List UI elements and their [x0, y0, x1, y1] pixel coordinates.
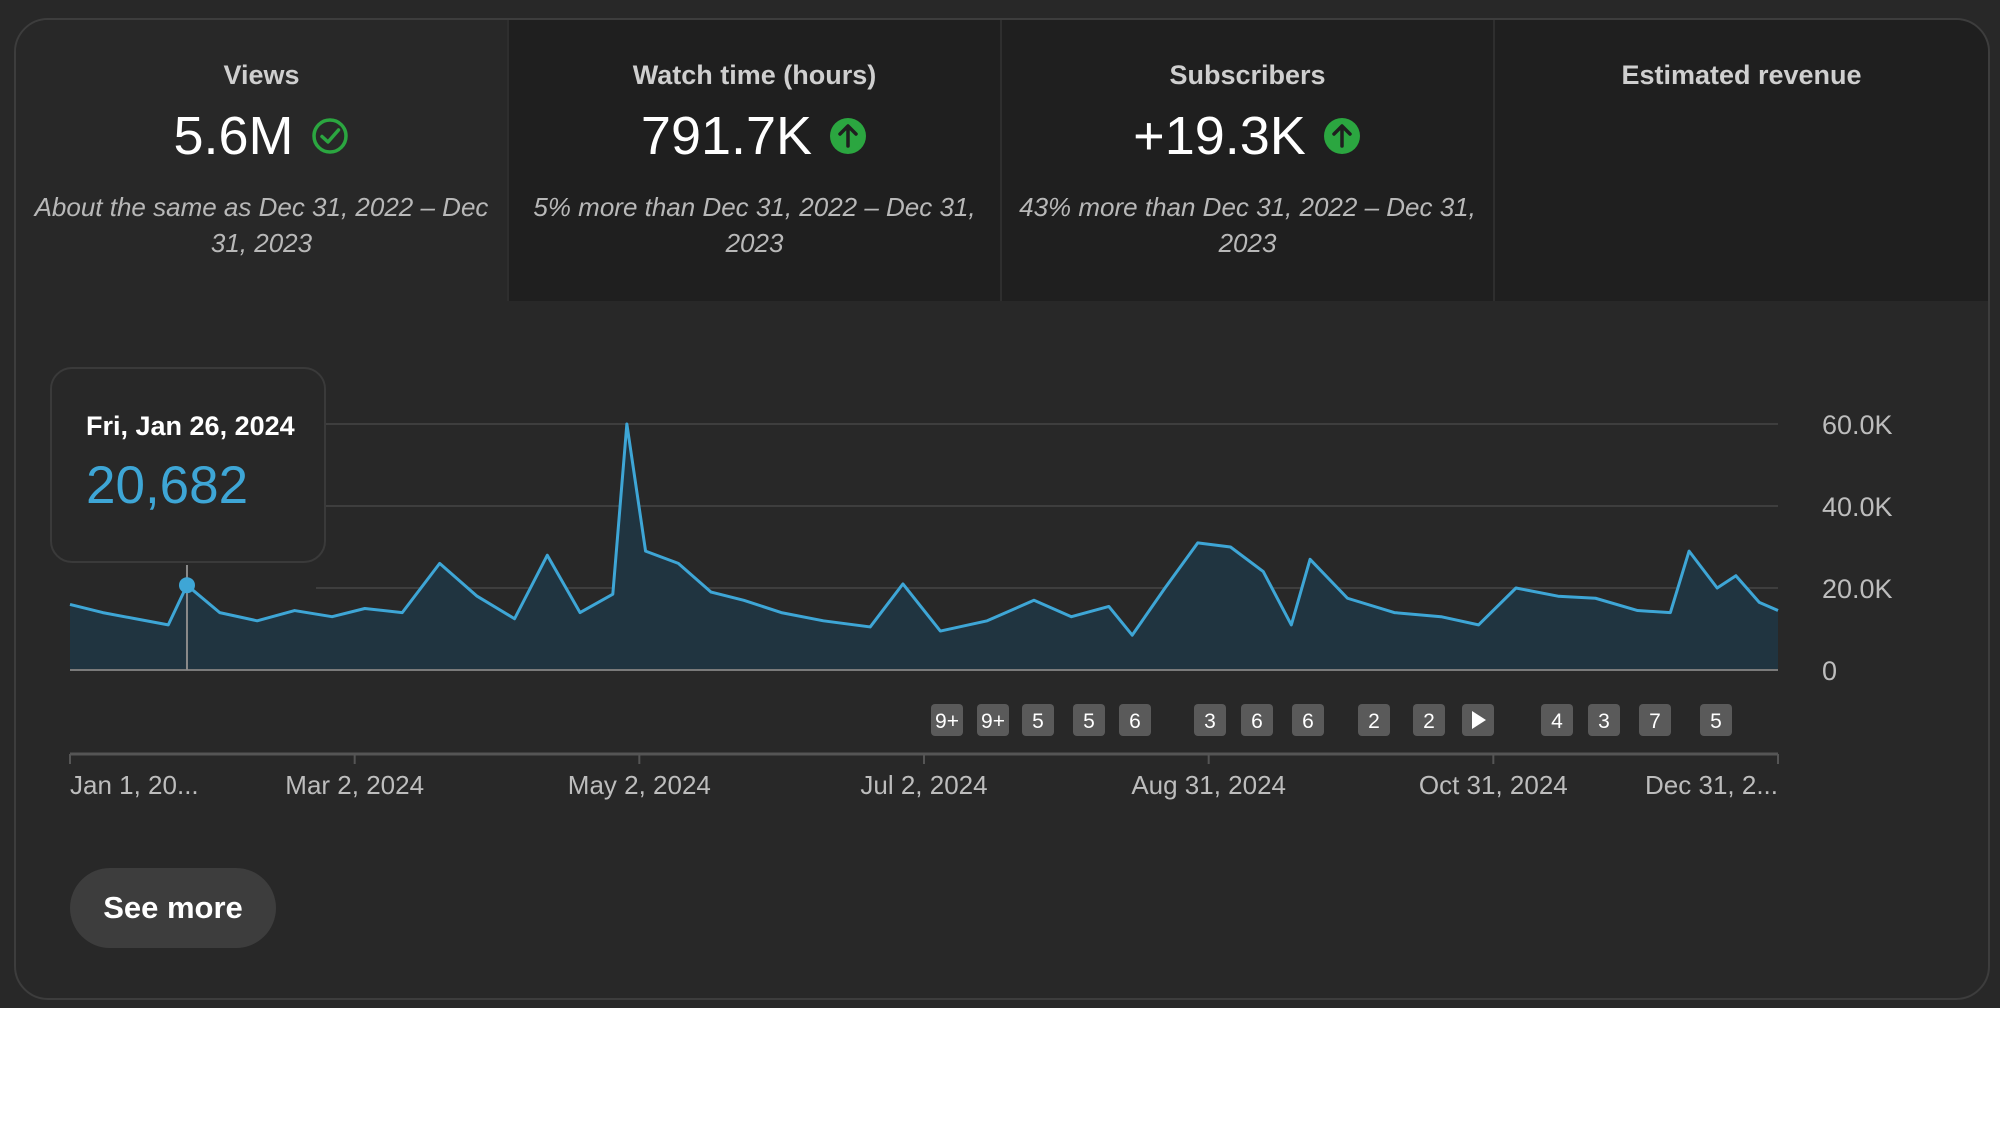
video-marker — [1700, 704, 1732, 736]
metric-value: 5.6M — [173, 106, 294, 166]
metric-comparison: 5% more than Dec 31, 2022 – Dec 31, 2023 — [533, 192, 976, 258]
y-tick-label: 0 — [1822, 656, 1837, 686]
y-tick-label: 40.0K — [1822, 492, 1893, 522]
video-marker-label: 9+ — [935, 710, 959, 733]
video-marker-label: 2 — [1423, 710, 1435, 733]
video-marker — [1541, 704, 1573, 736]
video-marker — [1413, 704, 1445, 736]
video-marker — [1119, 704, 1151, 736]
hover-point — [178, 577, 195, 594]
series-area — [70, 424, 1778, 670]
y-tick-label: 20.0K — [1822, 574, 1893, 604]
video-marker-label: 6 — [1302, 710, 1314, 733]
video-marker — [931, 704, 963, 736]
metric-title: Views — [223, 60, 300, 90]
video-marker — [1292, 704, 1324, 736]
video-marker — [1194, 704, 1226, 736]
x-tick-label: Dec 31, 2... — [1645, 770, 1778, 800]
series-line — [69, 422, 1779, 637]
metric-tab-watch-time[interactable]: Watch time (hours) 791.7K 5% more than D… — [509, 20, 1002, 301]
metric-value-row: +19.3K — [1002, 105, 1493, 167]
video-marker-label: 5 — [1032, 710, 1044, 733]
metric-value-row: 5.6M — [16, 105, 507, 167]
metric-tabs: Views 5.6M About the same as Dec 31, 202… — [16, 20, 1988, 301]
x-tick-label: Oct 31, 2024 — [1419, 770, 1568, 800]
video-marker — [1639, 704, 1671, 736]
video-marker — [1241, 704, 1273, 736]
video-marker-label: 2 — [1368, 710, 1380, 733]
video-marker-label: 7 — [1649, 710, 1661, 733]
video-marker-label: 5 — [1710, 710, 1722, 733]
x-tick-label: May 2, 2024 — [568, 770, 711, 800]
metric-value: +19.3K — [1133, 106, 1306, 166]
x-tick-label: Aug 31, 2024 — [1131, 770, 1286, 800]
metric-tab-estimated-revenue[interactable]: Estimated revenue — [1495, 20, 1988, 301]
metric-comparison: 43% more than Dec 31, 2022 – Dec 31, 202… — [1019, 192, 1476, 258]
video-marker-label: 3 — [1598, 710, 1610, 733]
see-more-button[interactable]: See more — [70, 868, 276, 948]
tooltip-date: Fri, Jan 26, 2024 — [86, 411, 295, 441]
chart-tooltip: Fri, Jan 26, 2024 20,682 — [50, 367, 326, 563]
video-marker-label: 9+ — [981, 710, 1005, 733]
play-icon — [1472, 711, 1486, 729]
metric-tab-views[interactable]: Views 5.6M About the same as Dec 31, 202… — [16, 20, 509, 301]
metric-value-row: 791.7K — [509, 105, 1000, 167]
y-tick-label: 60.0K — [1822, 410, 1893, 440]
arrow-up-icon — [830, 118, 867, 154]
video-marker — [1022, 704, 1054, 736]
check-circle-icon — [311, 118, 348, 154]
analytics-card: Views 5.6M About the same as Dec 31, 202… — [14, 18, 1990, 1000]
video-marker-label: 6 — [1129, 710, 1141, 733]
metric-title: Estimated revenue — [1621, 60, 1862, 90]
video-marker-label: 5 — [1083, 710, 1095, 733]
video-marker-label: 4 — [1551, 710, 1563, 733]
metric-title: Watch time (hours) — [632, 60, 877, 90]
metric-title: Subscribers — [1169, 60, 1326, 90]
video-marker — [1073, 704, 1105, 736]
video-marker — [977, 704, 1009, 736]
x-tick-label: Jan 1, 20... — [70, 770, 199, 800]
tooltip-value: 20,682 — [86, 456, 249, 515]
metric-value: 791.7K — [640, 106, 813, 166]
arrow-up-icon — [1323, 118, 1360, 154]
x-tick-label: Jul 2, 2024 — [860, 770, 987, 800]
metric-tab-subscribers[interactable]: Subscribers +19.3K 43% more than Dec 31,… — [1002, 20, 1495, 301]
video-marker-label: 6 — [1251, 710, 1263, 733]
metric-comparison: About the same as Dec 31, 2022 – Dec 31,… — [34, 192, 489, 258]
views-line-chart[interactable]: 60.0K 40.0K 20.0K 0 9+ 9+ 5 5 6 3 6 6 2 2 4 3 7 5 Jan 1, 2… — [16, 20, 1990, 1000]
video-marker-label: 3 — [1204, 710, 1216, 733]
video-marker — [1358, 704, 1390, 736]
x-tick-label: Mar 2, 2024 — [285, 770, 424, 800]
video-marker — [1588, 704, 1620, 736]
